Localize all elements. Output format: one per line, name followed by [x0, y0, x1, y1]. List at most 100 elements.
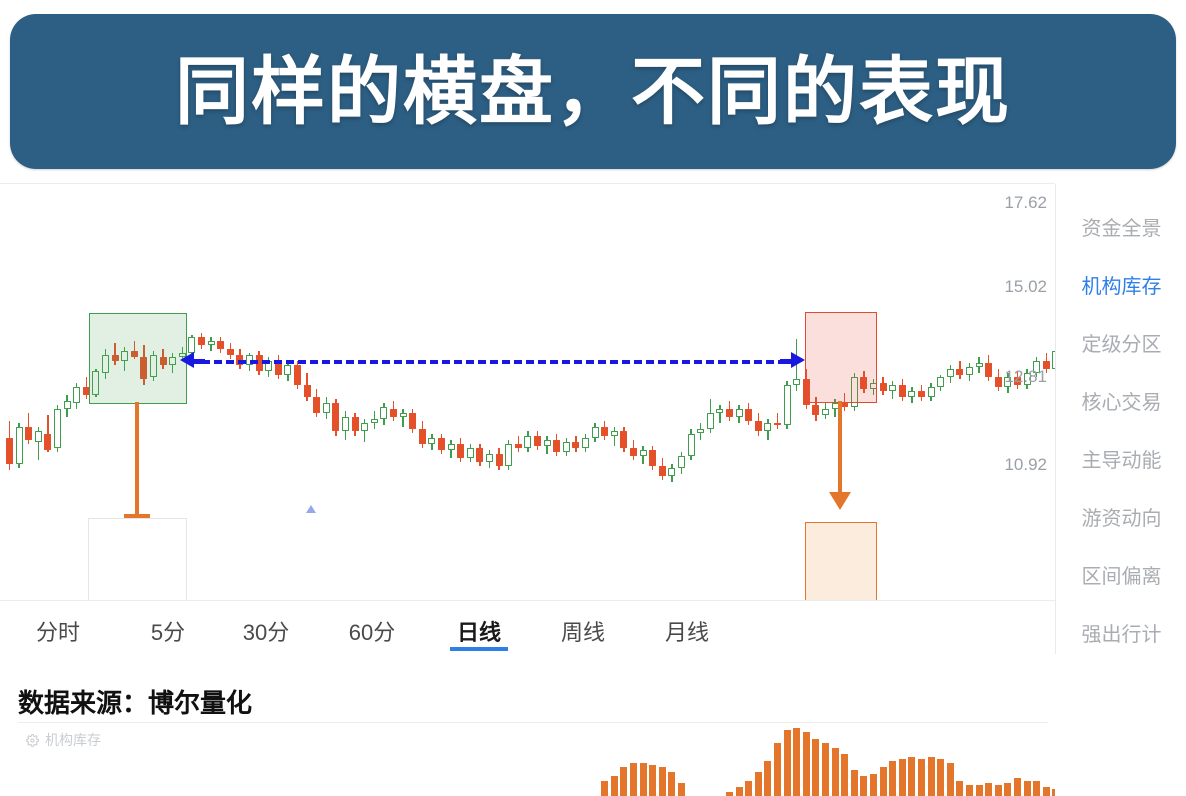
candlestick — [582, 184, 589, 532]
candle-body — [428, 437, 436, 444]
right-sidebar[interactable]: 资金全景机构库存定级分区核心交易主导动能游资动向区间偏离强出行计 — [1055, 184, 1186, 654]
candle-body — [370, 419, 378, 424]
candle-body — [198, 336, 205, 345]
candlestick — [466, 184, 474, 532]
candle-body — [927, 387, 935, 398]
candlestick — [63, 184, 71, 532]
price-level-dashed-connector — [190, 360, 798, 364]
connector-right-tail — [780, 358, 792, 364]
candle-body — [793, 379, 801, 386]
candlestick — [34, 184, 42, 532]
volume-bar — [774, 743, 781, 796]
candle-body — [553, 439, 561, 452]
tab-5[interactable]: 日线 — [456, 620, 502, 645]
banner-divider — [0, 183, 1055, 184]
candlestick — [956, 184, 964, 532]
candle-body — [956, 369, 964, 376]
volume-bar — [946, 763, 954, 796]
sidebar-item-7[interactable]: 区间偏离 — [1081, 566, 1162, 588]
volume-bar — [649, 765, 657, 796]
sidebar-item-4[interactable]: 核心交易 — [1081, 392, 1162, 414]
indicator-legend-label: 机构库存 — [45, 732, 101, 748]
sidebar-item-6[interactable]: 游资动向 — [1081, 508, 1162, 530]
price-axis-label: 10.92 — [1004, 455, 1047, 474]
volume-bar — [889, 760, 897, 796]
candle-body — [1004, 377, 1012, 388]
candle-body — [754, 421, 762, 432]
sidebar-item-5[interactable]: 主导动能 — [1081, 450, 1162, 472]
tab-6[interactable]: 周线 — [560, 620, 606, 645]
volume-bar — [793, 728, 801, 796]
candle-body — [438, 437, 445, 450]
candlestick — [534, 184, 541, 532]
candlestick — [610, 184, 618, 532]
candle-body — [342, 417, 349, 432]
candlestick — [361, 184, 369, 532]
candle-body — [946, 369, 954, 378]
volume-bar — [994, 785, 1002, 796]
candlestick — [102, 184, 109, 532]
candlestick — [82, 184, 90, 532]
indicator-legend[interactable]: 机构库存 — [26, 730, 101, 750]
volume-bar — [937, 758, 945, 796]
sidebar-item-1[interactable]: 资金全景 — [1081, 218, 1162, 240]
candle-body — [524, 435, 532, 448]
volume-bar — [1004, 782, 1012, 796]
candle-body — [620, 431, 628, 448]
candlestick — [1004, 184, 1012, 532]
volume-bar — [601, 780, 609, 796]
tab-4[interactable]: 60分 — [348, 620, 396, 645]
candlestick — [438, 184, 445, 532]
candlestick — [812, 184, 820, 532]
candle-body — [764, 423, 772, 432]
candle-body — [985, 363, 993, 378]
candlestick — [658, 184, 666, 532]
sidebar-item-2[interactable]: 机构库存 — [1081, 276, 1162, 298]
volume-pane[interactable] — [0, 724, 1055, 796]
candle-body — [63, 401, 71, 410]
candle-wick — [776, 413, 779, 430]
tab-active-underline — [450, 647, 508, 651]
candlestick — [591, 184, 599, 532]
sidebar-item-8[interactable]: 强出行计 — [1081, 624, 1162, 646]
candlestick — [150, 184, 157, 532]
tab-3[interactable]: 30分 — [242, 620, 290, 645]
title-banner: 同样的横盘，不同的表现 — [10, 14, 1176, 169]
candlestick — [994, 184, 1002, 532]
candlestick — [1023, 184, 1031, 532]
gear-icon[interactable] — [26, 733, 39, 747]
volume-bar — [879, 767, 887, 796]
candlestick — [217, 184, 225, 532]
volume-bar — [802, 732, 810, 796]
candle-body — [889, 385, 897, 392]
candle-body — [850, 377, 858, 408]
pointer-cap-left — [124, 514, 150, 518]
candle-body — [918, 391, 925, 398]
candlestick — [966, 184, 973, 532]
candlestick — [236, 184, 244, 532]
candlestick — [92, 184, 100, 532]
candlestick — [15, 184, 23, 532]
tab-7[interactable]: 月线 — [664, 620, 710, 645]
candlestick — [802, 184, 810, 532]
candle-body — [994, 377, 1002, 388]
candlestick — [284, 184, 292, 532]
tab-1[interactable]: 分时 — [35, 620, 81, 645]
candle-body — [6, 437, 13, 464]
candlestick — [716, 184, 724, 532]
candle-body — [25, 427, 33, 440]
candle-body — [937, 377, 945, 388]
candlestick — [428, 184, 436, 532]
candlestick — [447, 184, 455, 532]
volume-bar — [956, 780, 964, 796]
timeframe-tabbar[interactable]: 分时 5分 30分 60分 日线 周线 月线 — [0, 600, 1055, 655]
price-axis-label: 12.81 — [1004, 367, 1047, 386]
tab-2[interactable]: 5分 — [150, 620, 186, 645]
candlestick — [6, 184, 13, 532]
pointer-arrowhead-down-icon — [829, 492, 851, 510]
candle-body — [169, 357, 177, 366]
sidebar-item-3[interactable]: 定级分区 — [1081, 334, 1162, 356]
candle-body — [898, 385, 906, 398]
candle-body — [562, 441, 570, 452]
volume-bar — [898, 758, 906, 796]
